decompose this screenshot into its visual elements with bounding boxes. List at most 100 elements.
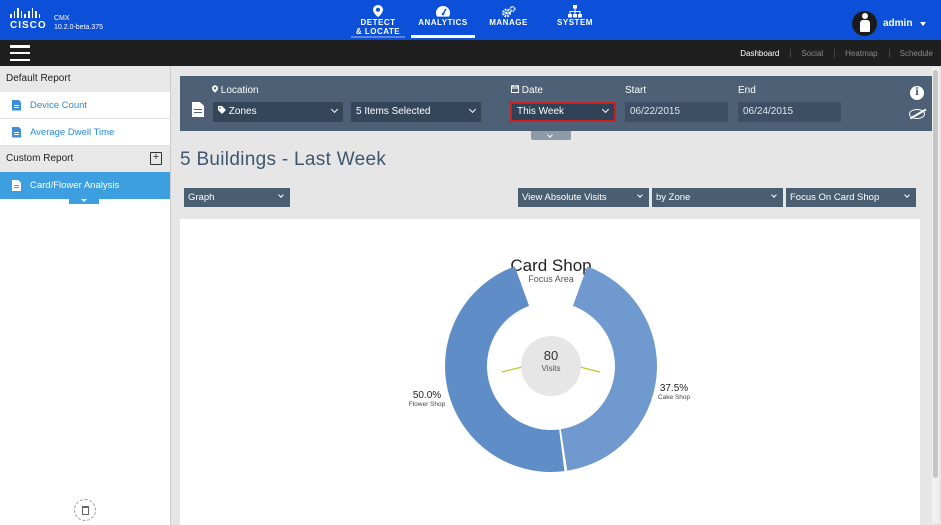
hierarchy-icon xyxy=(542,5,608,19)
document-icon xyxy=(12,126,21,138)
start-label: Start xyxy=(625,85,647,96)
collapse-filters-tab[interactable] xyxy=(531,131,571,140)
user-avatar-icon xyxy=(852,11,877,36)
nav-detect-label: DETECT xyxy=(360,18,396,27)
nav-locate-label: & LOCATE xyxy=(355,26,401,36)
product-version: 10.2.0-beta.375 xyxy=(54,24,104,31)
date-label-group: Date xyxy=(511,85,543,96)
date-label: Date xyxy=(521,85,543,96)
top-navigation-bar: CISCO CMX 10.2.0-beta.375 DETECT & LOCAT… xyxy=(0,0,941,40)
custom-report-label: Custom Report xyxy=(6,153,74,164)
chevron-down-icon xyxy=(920,21,927,26)
calendar-icon xyxy=(511,85,519,93)
nav-manage[interactable]: MANAGE xyxy=(475,0,542,40)
chart-title: Card Shop xyxy=(510,256,591,275)
chart-panel: Card Shop Focus Area 80 Visits 50.0% Flow… xyxy=(180,219,920,525)
report-document-icon xyxy=(192,102,204,117)
sidebar-item-card-flower-analysis[interactable]: Card/Flower Analysis xyxy=(0,172,170,204)
center-value: 80 xyxy=(544,348,558,363)
metric-value: View Absolute Visits xyxy=(522,192,607,203)
sidebar-item-label: Device Count xyxy=(30,99,88,111)
nav-manage-label: MANAGE xyxy=(489,18,528,27)
document-icon xyxy=(12,99,21,111)
hamburger-menu-icon[interactable] xyxy=(10,45,30,61)
nav-system-label: SYSTEM xyxy=(557,18,593,27)
hide-eye-icon[interactable] xyxy=(909,109,925,119)
start-date-value: 06/22/2015 xyxy=(630,106,681,117)
custom-report-header: Custom Report + xyxy=(0,146,170,172)
location-label-group: Location xyxy=(212,85,259,96)
sidebar-item-label: Card/Flower Analysis xyxy=(30,180,120,191)
default-report-header: Default Report xyxy=(0,66,170,92)
chevron-down-icon xyxy=(771,192,777,198)
cisco-wordmark: CISCO xyxy=(10,20,47,31)
tab-social[interactable]: Social xyxy=(790,48,834,58)
nav-system[interactable]: SYSTEM xyxy=(542,0,608,40)
sidebar-item-label: Average Dwell Time xyxy=(30,126,115,138)
sidebar-item-average-dwell-time[interactable]: Average Dwell Time xyxy=(0,119,170,146)
document-icon xyxy=(12,180,21,191)
end-label: End xyxy=(738,85,756,96)
main-nav: DETECT & LOCATE ANALYTICS MANAGE SYSTEM xyxy=(345,0,608,40)
group-by-select[interactable]: by Zone xyxy=(652,188,783,207)
expand-report-tab[interactable] xyxy=(69,198,99,204)
zone-multiselect[interactable]: 5 Items Selected xyxy=(351,102,481,122)
scrollbar-thumb[interactable] xyxy=(933,70,938,478)
group-by-value: by Zone xyxy=(656,192,691,203)
sidebar-item-device-count[interactable]: Device Count xyxy=(0,92,170,119)
donut-chart: Card Shop Focus Area 80 Visits 50.0%Flow… xyxy=(409,256,691,472)
chevron-down-icon xyxy=(637,192,643,198)
slice-category-label: Cake Shop xyxy=(658,394,691,401)
report-sidebar: Default Report Device Count Average Dwel… xyxy=(0,66,171,525)
location-label: Location xyxy=(220,85,259,96)
nav-detect-locate[interactable]: DETECT & LOCATE xyxy=(345,0,411,40)
default-report-label: Default Report xyxy=(6,73,71,84)
slice-value-label: 50.0% xyxy=(413,390,441,401)
date-range-select[interactable]: This Week xyxy=(510,102,616,122)
cisco-logo: CISCO xyxy=(10,8,48,32)
filter-bar: Location Zones 5 Items Selected Date Thi… xyxy=(180,76,934,131)
product-name: CMX xyxy=(54,15,70,22)
nav-analytics-label: ANALYTICS xyxy=(418,18,468,27)
end-date-value: 06/24/2015 xyxy=(743,106,794,117)
chevron-down-icon xyxy=(468,105,477,114)
trash-icon[interactable] xyxy=(74,499,96,521)
tab-heatmap[interactable]: Heatmap xyxy=(834,48,888,58)
location-type-select[interactable]: Zones xyxy=(213,102,343,122)
center-badge xyxy=(521,336,581,396)
add-report-icon[interactable]: + xyxy=(150,152,162,165)
tab-schedule[interactable]: Schedule xyxy=(888,48,933,58)
location-pin-icon xyxy=(212,85,218,93)
secondary-bar: Dashboard Social Heatmap Schedule xyxy=(0,40,941,66)
slice-value-label: 37.5% xyxy=(660,383,688,394)
slice-cake-shop[interactable] xyxy=(560,266,657,471)
tab-dashboard[interactable]: Dashboard xyxy=(740,48,780,58)
page-scrollbar[interactable] xyxy=(932,68,939,523)
view-type-value: Graph xyxy=(188,192,215,203)
slice-flower-shop[interactable] xyxy=(444,266,565,472)
slice-category-label: Flower Shop xyxy=(409,401,446,408)
tag-icon xyxy=(218,106,226,114)
start-date-input[interactable]: 06/22/2015 xyxy=(625,102,728,122)
chevron-down-icon xyxy=(601,105,610,114)
gears-icon xyxy=(475,5,542,19)
nav-analytics[interactable]: ANALYTICS xyxy=(411,0,475,40)
view-type-select[interactable]: Graph xyxy=(184,188,290,207)
date-range-value: This Week xyxy=(517,106,565,117)
focus-value: Focus On Card Shop xyxy=(790,192,880,203)
main-content: Location Zones 5 Items Selected Date Thi… xyxy=(172,66,941,525)
analytics-tabs: Dashboard Social Heatmap Schedule xyxy=(740,40,933,66)
cisco-brand[interactable]: CISCO CMX 10.2.0-beta.375 xyxy=(10,8,103,32)
metric-select[interactable]: View Absolute Visits xyxy=(518,188,649,207)
chevron-down-icon xyxy=(278,192,284,198)
focus-select[interactable]: Focus On Card Shop xyxy=(786,188,916,207)
speedometer-icon xyxy=(411,5,475,19)
end-date-input[interactable]: 06/24/2015 xyxy=(738,102,841,122)
info-icon[interactable]: i xyxy=(910,86,924,100)
center-label: Visits xyxy=(542,364,561,373)
location-pin-icon xyxy=(345,5,411,19)
user-name: admin xyxy=(883,18,913,29)
user-menu[interactable]: admin xyxy=(852,11,927,36)
chevron-down-icon xyxy=(330,105,339,114)
location-type-value: Zones xyxy=(228,106,257,117)
